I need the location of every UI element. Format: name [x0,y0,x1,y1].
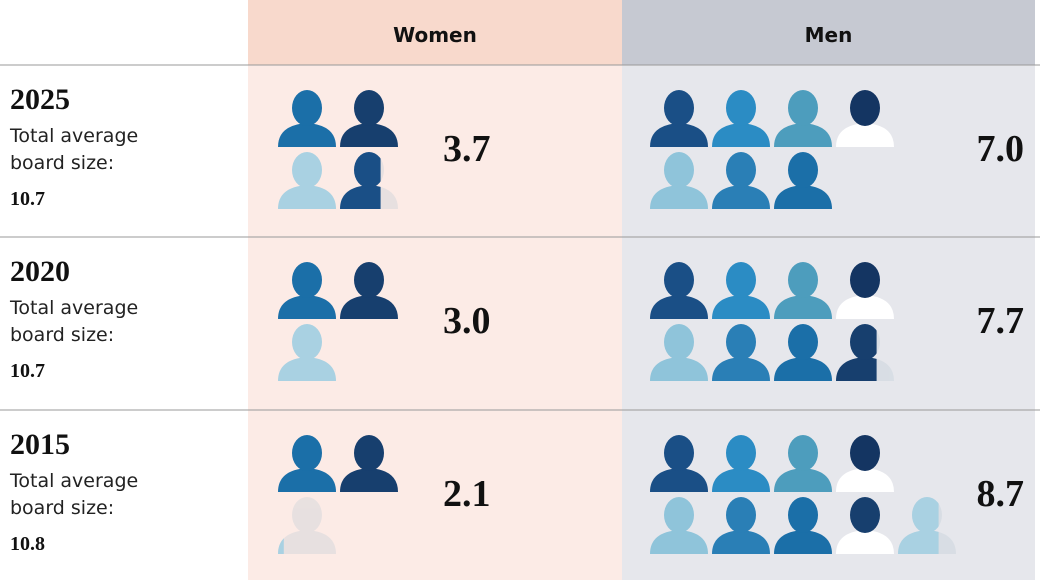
men-header-bg [622,0,1035,65]
man-icon [836,435,894,492]
woman-icon [278,262,336,319]
man-icon [774,497,832,554]
men-value: 7.7 [976,300,1025,342]
man-icon [650,90,708,147]
year: 2020 [10,255,70,288]
man-icon [712,152,770,209]
man-icon [774,324,832,381]
men-column-bg [622,65,1035,580]
man-icon [774,152,832,209]
board-size: 10.8 [10,533,45,555]
man-icon [712,262,770,319]
caption: Total average board size: [10,297,139,346]
man-icon [836,324,894,381]
man-icon [712,435,770,492]
man-icon [650,435,708,492]
men-value: 8.7 [976,473,1025,515]
caption: Total average board size: [10,470,139,519]
women-value: 3.7 [443,128,491,170]
man-icon [650,497,708,554]
woman-icon [340,262,398,319]
women-value: 2.1 [443,473,491,515]
women-column-bg [248,65,622,580]
woman-icon [278,152,336,209]
man-icon [774,262,832,319]
women-header-bg [248,0,622,65]
woman-icon [340,435,398,492]
board-size: 10.7 [10,360,45,382]
men-value: 7.0 [976,128,1025,170]
board-size: 10.7 [10,188,45,210]
man-icon [712,324,770,381]
year: 2015 [10,428,70,461]
man-icon [836,262,894,319]
man-icon [712,497,770,554]
men-header: Men [804,23,853,47]
man-icon [650,152,708,209]
man-icon [774,90,832,147]
woman-icon [340,90,398,147]
woman-icon [278,497,336,554]
woman-icon [340,152,398,209]
man-icon [836,90,894,147]
women-value: 3.0 [443,300,491,342]
man-icon [650,324,708,381]
man-icon [712,90,770,147]
woman-icon [278,435,336,492]
year: 2025 [10,83,70,116]
man-icon [650,262,708,319]
caption: Total average board size: [10,125,139,174]
women-header: Women [393,23,477,47]
man-icon [836,497,894,554]
man-icon [898,497,956,554]
man-icon [774,435,832,492]
woman-icon [278,90,336,147]
woman-icon [278,324,336,381]
